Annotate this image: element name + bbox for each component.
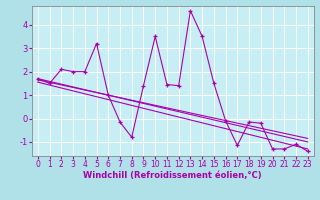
X-axis label: Windchill (Refroidissement éolien,°C): Windchill (Refroidissement éolien,°C) [84, 171, 262, 180]
